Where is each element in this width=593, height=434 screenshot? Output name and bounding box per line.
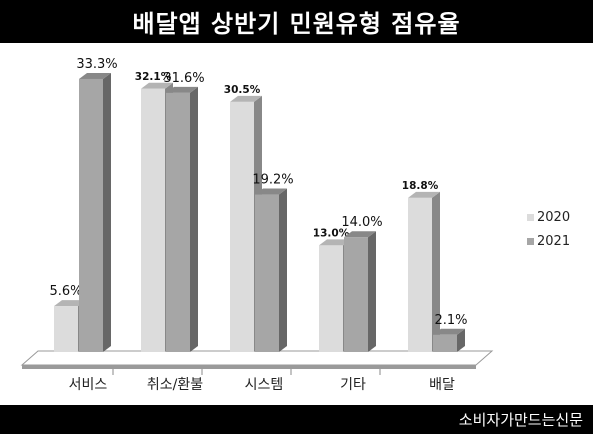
bar-side-2021-3 (368, 231, 376, 352)
chart-area: 5.6% 33.3% 서비스 32.1% 31.6% 취소/환불 30.5% 19.2% 시스템… (0, 43, 593, 405)
bar-2020-0 (54, 306, 78, 352)
data-label-2020-2: 30.5% (224, 84, 261, 96)
bar-top-2020-1 (141, 82, 173, 89)
legend-entry-2020: 2020 (527, 205, 570, 229)
data-label-2020-4: 18.8% (402, 180, 439, 192)
bar-2021-0 (79, 78, 103, 352)
data-label-2021-0: 33.3% (76, 57, 117, 72)
bar-top-2021-0 (79, 72, 111, 79)
category-label-0: 서비스 (69, 377, 108, 393)
data-label-2021-4: 2.1% (434, 313, 467, 328)
bar-side-2021-2 (279, 188, 287, 352)
bar-top-2021-2 (255, 188, 287, 195)
source-label: 소비자가만드는신문 (458, 411, 583, 429)
data-label-2020-3: 13.0% (313, 227, 350, 239)
bar-top-2021-4 (433, 328, 465, 335)
bar-2021-2 (255, 194, 279, 352)
chart-title-bar: 배달앱 상반기 민원유형 점유율 (0, 0, 593, 43)
bar-2020-2 (230, 101, 254, 353)
bar-top-2020-3 (319, 239, 351, 246)
legend-label-2020: 2020 (537, 209, 571, 225)
chart-floor (20, 350, 494, 366)
bar-side-2021-0 (103, 72, 111, 352)
bar-2021-3 (344, 237, 368, 352)
bar-top-2020-0 (54, 300, 86, 307)
category-label-1: 취소/환불 (147, 377, 203, 393)
data-label-2021-3: 14.0% (341, 215, 382, 230)
legend-swatch-2020 (527, 213, 534, 221)
bar-top-2021-3 (344, 231, 376, 238)
legend-swatch-2021 (527, 237, 534, 245)
chart-legend: 2020 2021 (527, 205, 570, 253)
legend-label-2021: 2021 (537, 233, 571, 249)
bar-side-2021-1 (190, 86, 198, 352)
bar-2020-1 (141, 88, 165, 352)
category-label-2: 시스템 (245, 377, 284, 393)
bar-2020-3 (319, 245, 343, 352)
chart-title: 배달앱 상반기 민원유형 점유율 (132, 10, 461, 38)
bar-side-2021-4 (457, 328, 465, 352)
bar-top-2020-4 (408, 191, 440, 198)
category-label-4: 배달 (429, 377, 455, 393)
legend-entry-2021: 2021 (527, 229, 570, 253)
data-label-2020-0: 5.6% (49, 284, 82, 299)
bar-side-2020-4 (432, 191, 440, 352)
category-label-3: 기타 (340, 377, 366, 393)
data-label-2020-1: 32.1% (135, 71, 172, 83)
data-label-2021-2: 19.2% (252, 173, 293, 188)
bar-chart: 5.6% 33.3% 서비스 32.1%31.6% 취소/환불 30.5% 19.2% 시스템… (20, 57, 494, 393)
bar-top-2020-2 (230, 95, 262, 102)
source-footer: 소비자가만드는신문 (0, 405, 593, 434)
data-label-2021-1: 31.6% (163, 71, 204, 86)
bar-2021-4 (433, 334, 457, 352)
bar-2020-4 (408, 197, 432, 352)
bar-2021-1 (166, 92, 190, 352)
bar-top-2021-1 (166, 86, 198, 93)
chart-floor-edge (22, 365, 476, 369)
